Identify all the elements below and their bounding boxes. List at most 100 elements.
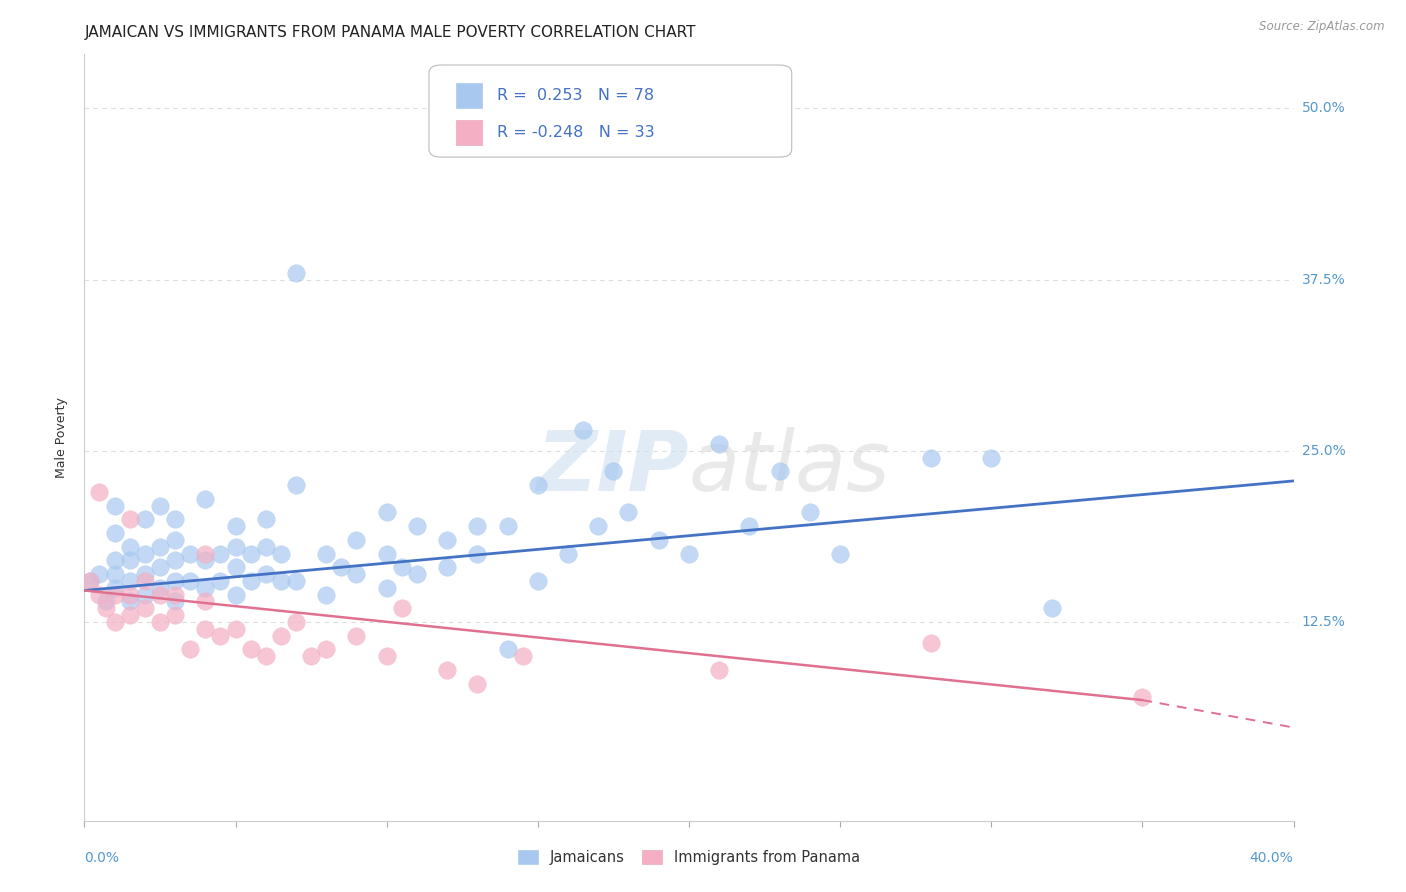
Point <box>588 519 610 533</box>
Point <box>134 512 156 526</box>
Point <box>134 574 156 588</box>
Point <box>194 581 217 595</box>
Point <box>118 594 141 608</box>
Point <box>375 649 398 664</box>
Point <box>920 450 942 465</box>
Point <box>285 478 308 492</box>
Point <box>496 519 519 533</box>
Text: 40.0%: 40.0% <box>1250 851 1294 865</box>
Point <box>648 533 671 547</box>
Point <box>315 547 337 561</box>
Point <box>118 540 141 554</box>
Point <box>436 533 458 547</box>
Point <box>209 574 232 588</box>
Point <box>496 642 519 657</box>
Point <box>346 629 368 643</box>
Point <box>572 423 595 437</box>
Point <box>239 574 262 588</box>
Point <box>104 615 127 629</box>
Point <box>79 574 101 588</box>
Point <box>285 266 308 280</box>
Point <box>512 649 534 664</box>
Point <box>738 519 761 533</box>
Point <box>104 553 127 567</box>
Point <box>799 505 821 519</box>
Point <box>254 649 277 664</box>
Point <box>134 601 156 615</box>
Text: 12.5%: 12.5% <box>1302 615 1346 629</box>
Point <box>496 101 519 115</box>
Point <box>406 567 429 582</box>
Point <box>165 608 187 623</box>
Point <box>239 642 262 657</box>
Point <box>104 588 127 602</box>
Point <box>285 615 308 629</box>
Point <box>104 499 127 513</box>
Point <box>436 663 458 677</box>
Point <box>194 547 217 561</box>
Point <box>557 547 579 561</box>
Point <box>179 547 201 561</box>
Point <box>118 553 141 567</box>
Point <box>375 581 398 595</box>
FancyBboxPatch shape <box>429 65 792 157</box>
Point <box>134 547 156 561</box>
Text: atlas: atlas <box>689 427 890 508</box>
Point <box>149 588 172 602</box>
Point <box>89 484 111 499</box>
FancyBboxPatch shape <box>456 120 482 145</box>
Point <box>346 533 368 547</box>
Point <box>118 574 141 588</box>
Point <box>1040 601 1063 615</box>
Text: 37.5%: 37.5% <box>1302 273 1346 286</box>
Point <box>165 588 187 602</box>
Text: R = -0.248   N = 33: R = -0.248 N = 33 <box>496 125 654 140</box>
Text: Source: ZipAtlas.com: Source: ZipAtlas.com <box>1260 20 1385 33</box>
FancyBboxPatch shape <box>456 84 482 108</box>
Point <box>406 519 429 533</box>
Point <box>391 560 413 574</box>
Point <box>391 601 413 615</box>
Point <box>165 553 187 567</box>
Point <box>104 526 127 541</box>
Point <box>89 567 111 582</box>
Point <box>149 560 172 574</box>
Point <box>270 547 292 561</box>
Point <box>375 547 398 561</box>
Point <box>194 622 217 636</box>
Point <box>165 594 187 608</box>
Point <box>165 512 187 526</box>
Point <box>225 519 247 533</box>
Text: 50.0%: 50.0% <box>1302 102 1346 115</box>
Point <box>527 478 550 492</box>
Point <box>194 594 217 608</box>
Point <box>254 512 277 526</box>
Point <box>149 499 172 513</box>
Point <box>179 574 201 588</box>
Point <box>254 540 277 554</box>
Point <box>104 567 127 582</box>
Point <box>270 629 292 643</box>
Point <box>467 676 489 690</box>
Point <box>1130 690 1153 705</box>
Y-axis label: Male Poverty: Male Poverty <box>55 397 67 477</box>
Point <box>79 574 101 588</box>
Point <box>134 567 156 582</box>
Point <box>118 608 141 623</box>
Point <box>134 588 156 602</box>
Point <box>194 491 217 506</box>
Point <box>617 505 640 519</box>
Point <box>209 547 232 561</box>
Point <box>165 533 187 547</box>
Text: 0.0%: 0.0% <box>84 851 120 865</box>
Point <box>709 437 731 451</box>
Point <box>89 588 111 602</box>
Point <box>920 635 942 649</box>
Point <box>225 540 247 554</box>
Point <box>94 594 117 608</box>
Point <box>436 560 458 574</box>
Point <box>149 615 172 629</box>
Point <box>270 574 292 588</box>
Point <box>165 574 187 588</box>
Text: ZIP: ZIP <box>536 427 689 508</box>
